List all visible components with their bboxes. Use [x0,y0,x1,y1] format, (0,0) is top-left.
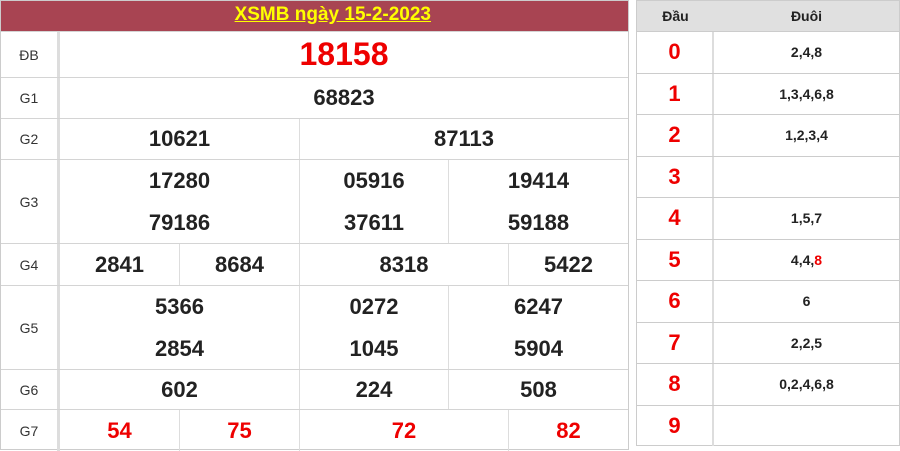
prize-number: 82 [508,410,628,451]
prize-number: 2841 [59,244,179,285]
prize-label: G3 [1,160,59,243]
tail-text: 4,4, [790,251,815,268]
tail-highlight: 8 [814,251,823,268]
prize-label: G4 [1,244,59,285]
head-digit: 6 [637,281,714,322]
tail-digits: 2,4,8 [714,32,899,73]
prize-number: 508 [448,370,628,409]
loto-row: 5 4,4, 8 [637,238,899,281]
row-g4: G4 2841 8684 8318 5422 [1,243,628,285]
loto-row: 4 1,5,7 [637,197,899,239]
prize-number: 8318 [299,244,508,285]
prize-number: 75 [179,410,299,451]
head-digit: 1 [637,73,714,114]
tail-digits [714,157,899,198]
prize-label: G5 [1,286,59,369]
row-g6: G6 602 224 508 [1,369,628,409]
prize-number: 59188 [448,202,628,244]
tail-digits: 1,3,4,6,8 [714,74,899,115]
prize-label: G7 [1,410,59,451]
head-digit: 2 [637,115,714,156]
prize-label: G2 [1,119,59,159]
prize-label: ĐB [1,32,59,77]
prize-number: 0272 [299,286,448,328]
prize-number: 5366 [59,286,299,328]
prize-number: 602 [59,370,299,409]
tail-text: 1,5,7 [790,210,823,227]
tail-digits: 0,2,4,6,8 [714,364,899,405]
prize-number: 72 [299,410,508,451]
prize-number: 37611 [299,202,448,244]
title-link[interactable]: XSMB ngày 15-2-2023 [234,4,431,25]
loto-row: 3 [637,155,899,198]
tail-digits: 6 [714,281,899,322]
tail-text: 0,2,4,6,8 [779,376,834,393]
head-digit: 5 [637,239,714,280]
row-g3: G3 17280 05916 19414 79186 37611 59188 [1,159,628,244]
row-g7: G7 54 75 72 82 [1,409,628,451]
loto-row: 2 1,2,3,4 [637,114,899,156]
prize-number: 2854 [59,328,299,370]
loto-row: 8 0,2,4,6,8 [637,363,899,405]
row-g2: G2 10621 87113 [1,118,628,159]
prize-number: 6247 [448,286,628,328]
prize-label: G1 [1,78,59,118]
tail-digits: 1,2,3,4 [714,115,899,156]
prize-number: 224 [299,370,448,409]
row-g5: G5 5366 0272 6247 2854 1045 5904 [1,285,628,370]
head-digit: 4 [637,198,714,239]
prize-number: 79186 [59,202,299,244]
prize-label: G6 [1,370,59,409]
prize-number: 8684 [179,244,299,285]
head-column-header: Đầu [662,8,689,24]
loto-row: 0 2,4,8 [637,31,899,73]
results-table: XSMB ngày 15-2-2023 ĐB 18158 G1 68823 G2… [0,0,629,451]
prize-number: 1045 [299,328,448,370]
tail-text: 1,3,4,6,8 [779,85,834,102]
prize-number: 5422 [508,244,628,285]
loto-row: 1 1,3,4,6,8 [637,72,899,115]
tail-text: 1,2,3,4 [785,127,828,144]
head-digit: 8 [637,364,714,405]
loto-row: 7 2,2,5 [637,321,899,364]
tail-digits: 2,2,5 [714,323,899,364]
tail-text: 2,4,8 [790,44,823,61]
prize-number: 5904 [448,328,628,370]
special-prize-number: 18158 [59,32,628,77]
tail-digits [714,406,899,447]
prize-number: 54 [59,410,179,451]
head-digit: 0 [637,32,714,73]
prize-number: 19414 [448,160,628,202]
head-digit: 7 [637,322,714,363]
loto-header: Đầu Đuôi [637,1,899,31]
row-db: ĐB 18158 [1,31,628,77]
head-digit: 9 [637,405,714,446]
head-digit: 3 [637,156,714,197]
prize-number: 68823 [59,78,628,118]
row-g1: G1 68823 [1,77,628,118]
results-title: XSMB ngày 15-2-2023 [1,1,628,31]
tail-column-header: Đuôi [790,8,823,24]
tail-digits: 4,4, 8 [714,240,899,281]
tail-text: 2,2,5 [790,334,823,351]
loto-table: Đầu Đuôi 0 2,4,8 1 1,3,4,6,8 2 1,2,3,4 3 4 1,5,7… [636,0,900,446]
prize-number: 87113 [299,119,628,159]
prize-number: 17280 [59,160,299,202]
prize-number: 05916 [299,160,448,202]
tail-text: 6 [802,293,811,310]
tail-digits: 1,5,7 [714,198,899,239]
loto-row: 9 [637,404,899,447]
prize-number: 10621 [59,119,299,159]
